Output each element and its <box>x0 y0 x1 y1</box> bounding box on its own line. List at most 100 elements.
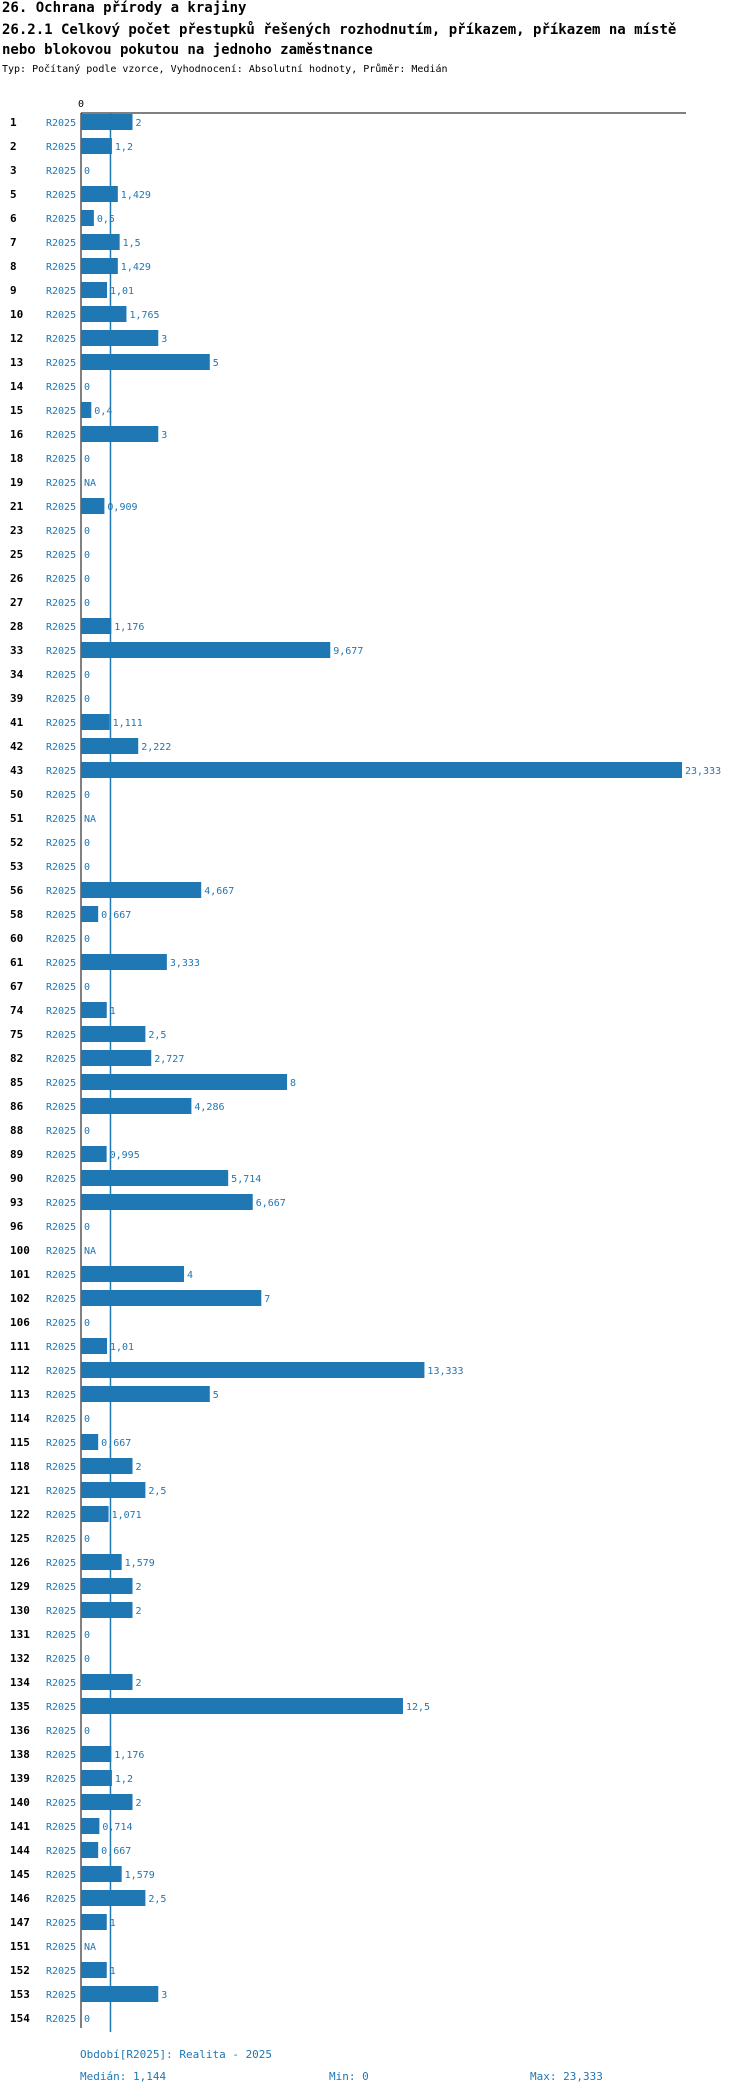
category-label: 34 <box>10 668 24 681</box>
value-label: 0 <box>84 1630 90 1641</box>
category-label: 9 <box>10 284 17 297</box>
series-label: R2025 <box>46 910 76 921</box>
category-label: 39 <box>10 692 23 705</box>
chart-type-info: Typ: Počítaný podle vzorce, Vyhodnocení:… <box>2 64 448 75</box>
category-label: 138 <box>10 1748 30 1761</box>
series-label: R2025 <box>46 478 76 489</box>
series-label: R2025 <box>46 1990 76 2001</box>
value-label: 3 <box>161 430 167 441</box>
category-label: 136 <box>10 1724 30 1737</box>
category-label: 52 <box>10 836 23 849</box>
value-label: 2 <box>136 118 142 129</box>
bar <box>81 114 133 130</box>
series-label: R2025 <box>46 934 76 945</box>
value-label: 0 <box>84 670 90 681</box>
category-label: 14 <box>10 380 24 393</box>
value-label: 0 <box>84 1222 90 1233</box>
series-label: R2025 <box>46 1894 76 1905</box>
bar <box>81 1962 107 1978</box>
series-label: R2025 <box>46 190 76 201</box>
series-label: R2025 <box>46 1054 76 1065</box>
series-label: R2025 <box>46 1462 76 1473</box>
series-label: R2025 <box>46 646 76 657</box>
category-label: 67 <box>10 980 23 993</box>
series-label: R2025 <box>46 214 76 225</box>
value-label: 2,5 <box>148 1030 166 1041</box>
category-label: 90 <box>10 1172 23 1185</box>
value-label: 2 <box>136 1462 142 1473</box>
value-label: 5,714 <box>231 1174 261 1185</box>
series-label: R2025 <box>46 454 76 465</box>
value-label: 12,5 <box>406 1702 430 1713</box>
category-label: 106 <box>10 1316 30 1329</box>
category-label: 25 <box>10 548 23 561</box>
value-label: 23,333 <box>685 766 721 777</box>
bar <box>81 1914 107 1930</box>
category-label: 15 <box>10 404 23 417</box>
value-label: 0 <box>84 598 90 609</box>
bar <box>81 618 112 634</box>
value-label: 0 <box>84 550 90 561</box>
value-label: 5 <box>213 1390 219 1401</box>
value-label: 0 <box>84 1654 90 1665</box>
series-label: R2025 <box>46 1558 76 1569</box>
value-label: 3 <box>161 1990 167 2001</box>
value-label: 3,333 <box>170 958 200 969</box>
value-label: 1 <box>110 1966 116 1977</box>
category-label: 145 <box>10 1868 30 1881</box>
category-label: 41 <box>10 716 24 729</box>
series-label: R2025 <box>46 2014 76 2025</box>
value-label: 1 <box>110 1918 116 1929</box>
max-summary: Max: 23,333 <box>530 2070 603 2083</box>
value-label: 1,111 <box>113 718 143 729</box>
bar <box>81 1602 133 1618</box>
series-label: R2025 <box>46 1870 76 1881</box>
category-label: 96 <box>10 1220 24 1233</box>
series-label: R2025 <box>46 1438 76 1449</box>
category-label: 147 <box>10 1916 30 1929</box>
series-label: R2025 <box>46 1030 76 1041</box>
series-label: R2025 <box>46 1222 76 1233</box>
value-label: 1,5 <box>123 238 141 249</box>
bar <box>81 306 127 322</box>
value-label: 4,286 <box>194 1102 224 1113</box>
value-label: 0 <box>84 2014 90 2025</box>
series-label: R2025 <box>46 1174 76 1185</box>
value-label: 9,677 <box>333 646 363 657</box>
bar <box>81 882 202 898</box>
value-label: 0 <box>84 1534 90 1545</box>
series-label: R2025 <box>46 1966 76 1977</box>
value-label: 1,2 <box>115 1774 133 1785</box>
bar <box>81 1074 288 1090</box>
series-label: R2025 <box>46 1678 76 1689</box>
bar <box>81 1386 210 1402</box>
series-label: R2025 <box>46 1702 76 1713</box>
value-label: 1,071 <box>112 1510 142 1521</box>
series-label: R2025 <box>46 262 76 273</box>
value-label: 0,667 <box>101 1846 131 1857</box>
series-label: R2025 <box>46 1630 76 1641</box>
value-label: 7 <box>264 1294 270 1305</box>
category-label: 28 <box>10 620 23 633</box>
category-label: 19 <box>10 476 23 489</box>
value-label: 6,667 <box>256 1198 286 1209</box>
value-label: 2,727 <box>154 1054 184 1065</box>
bar <box>81 1506 109 1522</box>
category-label: 113 <box>10 1388 30 1401</box>
bar <box>81 1770 112 1786</box>
series-label: R2025 <box>46 142 76 153</box>
category-label: 146 <box>10 1892 30 1905</box>
series-label: R2025 <box>46 1366 76 1377</box>
value-label: 2 <box>136 1678 142 1689</box>
value-label: 2 <box>136 1606 142 1617</box>
value-label: 2,5 <box>148 1894 166 1905</box>
category-label: 88 <box>10 1124 23 1137</box>
value-label: 1,176 <box>114 622 144 633</box>
value-label: 1,579 <box>125 1870 155 1881</box>
category-label: 3 <box>10 164 17 177</box>
series-label: R2025 <box>46 1510 76 1521</box>
series-label: R2025 <box>46 1846 76 1857</box>
series-label: R2025 <box>46 1582 76 1593</box>
period-legend: Období[R2025]: Realita - 2025 <box>80 2048 273 2061</box>
series-label: R2025 <box>46 1294 76 1305</box>
